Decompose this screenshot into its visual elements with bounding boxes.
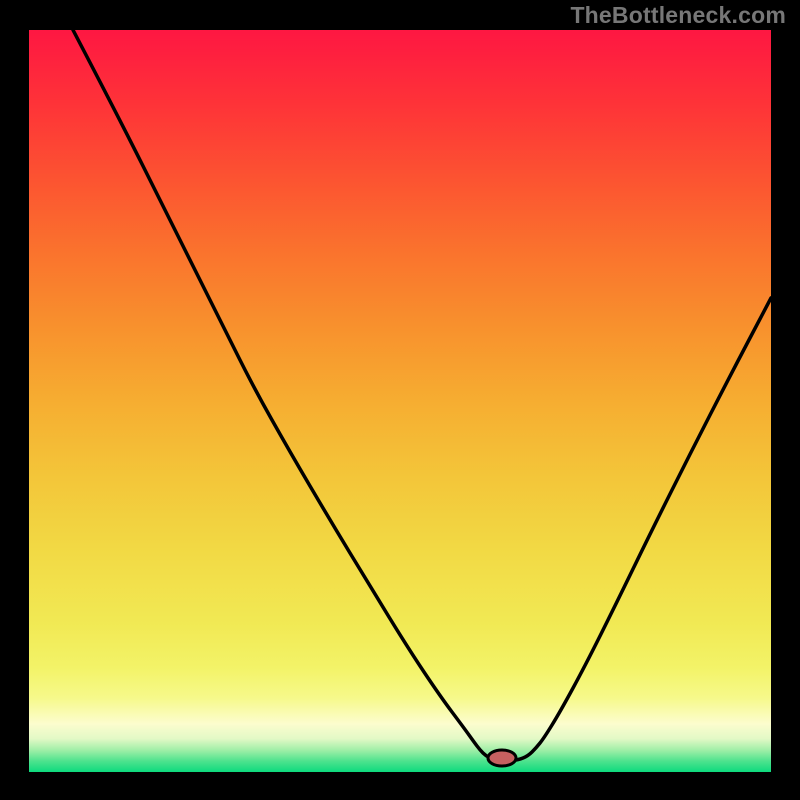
- plot-background: [29, 30, 771, 772]
- bottleneck-chart-svg: [0, 0, 800, 800]
- optimal-marker: [488, 750, 516, 766]
- chart-stage: TheBottleneck.com: [0, 0, 800, 800]
- watermark-text: TheBottleneck.com: [570, 2, 786, 29]
